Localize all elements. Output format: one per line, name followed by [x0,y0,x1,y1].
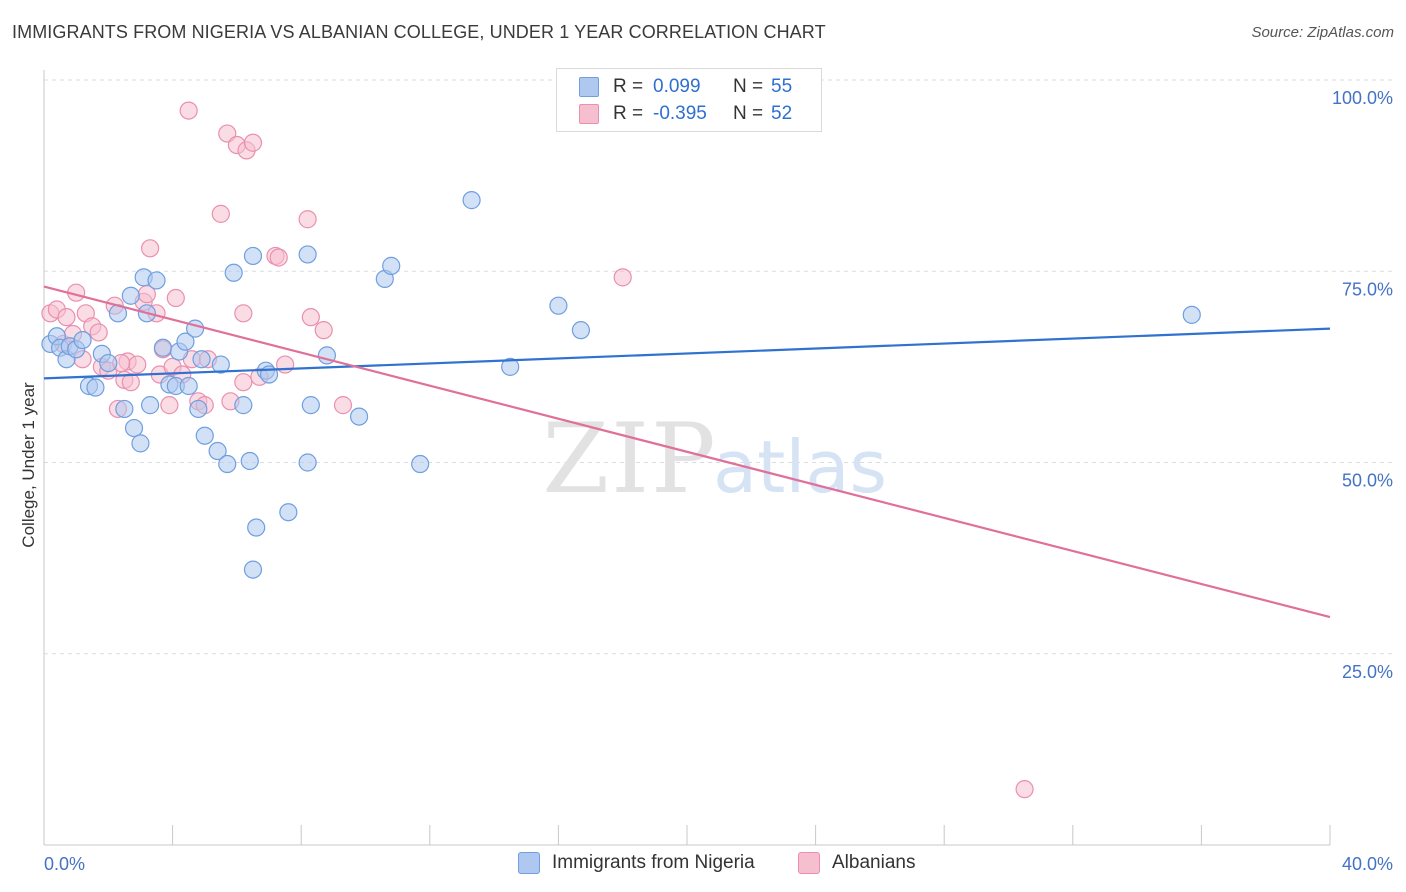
data-point [314,321,333,340]
legend-n-label: N = [733,76,764,97]
legend-swatch-blue [518,852,540,874]
data-point [218,454,237,474]
correlation-legend: R = 0.099 N = 55 R = -0.395 N = 52 [556,68,822,132]
data-point [382,256,401,275]
data-point [131,434,150,453]
data-point [128,355,147,374]
series-legend: Immigrants from Nigeria Albanians [0,852,1406,878]
y-tick-label: 100.0% [1332,88,1393,108]
data-point [247,518,266,537]
data-point [301,396,320,415]
data-point [166,288,185,308]
x-tick-labels: 0.0% 40.0% [44,854,1393,874]
legend-n-label: N = [733,103,764,124]
data-point [333,396,353,415]
data-point [234,396,253,415]
nigeria-trend-line [43,327,1331,380]
data-point [195,426,214,445]
legend-swatch-pink [798,852,820,874]
legend-n-value: 52 [771,103,793,124]
data-point [298,210,317,229]
data-point [124,418,144,438]
albanians-trend-line [43,285,1331,619]
data-point [211,204,230,223]
y-tick-label: 50.0% [1342,471,1393,491]
legend-r-label: R = [613,76,644,97]
data-point [549,296,568,315]
source-credit: Source: ZipAtlas.com [1251,24,1394,41]
data-point [89,323,108,342]
data-point [298,245,317,264]
data-point [1182,305,1201,324]
data-point [571,321,591,340]
data-point [613,268,632,287]
legend-r-value: 0.099 [653,76,701,97]
data-point [208,441,227,461]
trend-lines [43,285,1331,619]
y-tick-labels: 100.0% 75.0% 50.0% 25.0% [1332,88,1393,682]
data-point [243,246,263,266]
axes [43,70,1331,846]
x-tick-label: 40.0% [1342,854,1393,874]
data-point [140,396,160,415]
data-point [301,308,320,327]
data-point [276,355,295,374]
data-point [121,286,140,305]
data-point [234,373,253,392]
y-tick-label: 75.0% [1342,279,1393,299]
data-point [57,308,76,327]
x-tick-label: 0.0% [44,854,85,874]
data-point [147,271,166,290]
data-point [298,453,317,472]
legend-r-label: R = [613,103,644,124]
data-point [73,331,92,350]
data-point [269,248,288,267]
data-point [99,353,118,373]
legend-label-nigeria: Immigrants from Nigeria [552,852,755,873]
data-point [234,304,253,323]
y-tick-label: 25.0% [1342,662,1393,682]
data-point [243,560,263,579]
legend-row-nigeria: R = 0.099 N = 55 [579,75,792,99]
data-point [240,451,259,471]
data-point [179,101,198,120]
legend-row-albanians: R = -0.395 N = 52 [579,102,792,126]
data-point [115,399,134,419]
data-point [224,263,243,282]
chart-title: IMMIGRANTS FROM NIGERIA VS ALBANIAN COLL… [12,22,826,42]
data-point [86,378,105,397]
nigeria-points [41,191,1201,579]
legend-item-albanians[interactable]: Albanians [798,852,915,874]
data-point [186,319,205,338]
data-point [279,503,298,522]
legend-item-nigeria[interactable]: Immigrants from Nigeria [518,852,755,874]
legend-swatch-blue [579,77,599,97]
data-point [243,133,263,152]
data-point [153,338,173,357]
data-point [349,407,369,426]
y-axis-label: College, Under 1 year [19,382,38,548]
data-point [140,239,160,258]
data-point [121,373,140,392]
data-point [1015,780,1034,799]
data-point [160,396,179,415]
legend-r-value: -0.395 [653,103,707,124]
legend-n-value: 55 [771,76,793,97]
data-point [176,332,195,351]
watermark-zip: ZIP [542,403,717,515]
data-point [411,454,430,474]
data-point [462,191,481,210]
data-point [501,357,520,376]
legend-label-albanians: Albanians [832,852,916,873]
legend-swatch-pink [579,104,599,124]
data-point [211,355,230,374]
data-point [179,376,198,396]
data-point [192,350,211,369]
data-point [189,399,208,419]
